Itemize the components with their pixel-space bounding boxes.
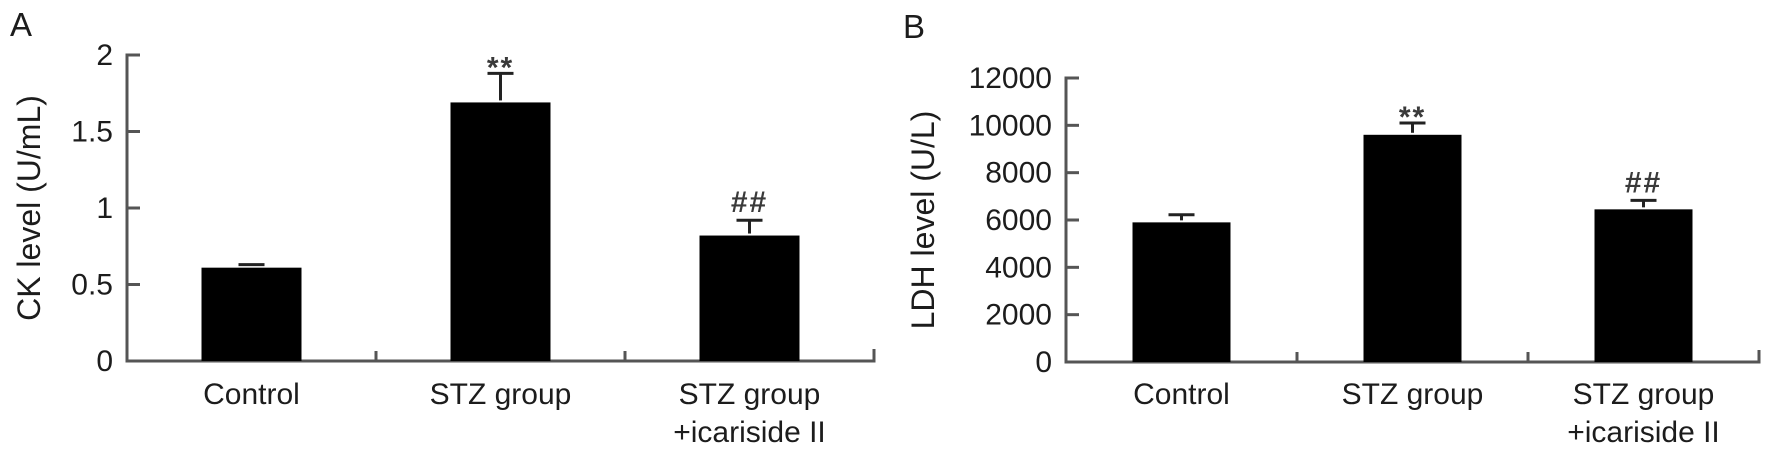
panel-b-significance-marker: ##	[1625, 166, 1662, 199]
panel-b-y-axis-title: LDH level (U/L)	[905, 111, 941, 330]
panel-b-x-category-label: +icariside II	[1567, 416, 1720, 449]
panel-b-y-tick-label: 2000	[985, 299, 1052, 332]
panel-b-bar-0	[1132, 222, 1231, 362]
panel-b-x-category-label: STZ group	[1573, 378, 1715, 411]
panel-b-y-tick-label: 0	[1035, 346, 1052, 379]
panel-a-x-category-label: Control	[203, 378, 300, 411]
panel-a-x-category-label: STZ group	[679, 378, 821, 411]
panel-a-bar-2	[699, 235, 800, 361]
panel-b-bar-2	[1594, 209, 1693, 362]
panel-a-significance-marker: **	[487, 51, 514, 84]
panel-a-x-category-label: +icariside II	[673, 416, 826, 449]
panel-a-bar-0	[201, 267, 302, 361]
panel-a-x-category-label: STZ group	[430, 378, 572, 411]
panel-a-y-tick-label: 0.5	[71, 269, 113, 302]
panel-a-y-tick-label: 1.5	[71, 116, 113, 149]
panel-a-significance-marker: ##	[731, 186, 768, 219]
panel-a-y-tick-label: 2	[96, 39, 113, 72]
panel-b-x-category-label: STZ group	[1342, 378, 1484, 411]
panel-b-y-tick-label: 10000	[969, 109, 1052, 142]
panel-b-panel-label: B	[903, 8, 925, 45]
panel-b-y-tick-label: 6000	[985, 204, 1052, 237]
panel-b-y-tick-label: 4000	[985, 251, 1052, 284]
panel-a-bar-1	[450, 102, 551, 362]
panel-b-significance-marker: **	[1399, 101, 1426, 134]
panel-b: 0 2000 4000 6000 8000 10000 12000 LDH level (U/…	[903, 8, 1761, 449]
panel-b-y-tick-label: 12000	[969, 62, 1052, 95]
panel-a-panel-label: A	[10, 6, 32, 43]
panel-a-y-tick-label: 0	[96, 345, 113, 378]
panel-a-y-tick-label: 1	[96, 192, 113, 225]
panel-b-bar-1	[1363, 134, 1462, 362]
panel-a-y-axis-title: CK level (U/mL)	[11, 95, 47, 321]
panel-a: 0 0.5 1 1.5 2 CK level (U/mL) Control ** STZ gro…	[10, 6, 876, 449]
panel-b-x-category-label: Control	[1133, 378, 1230, 411]
panel-b-y-tick-label: 8000	[985, 157, 1052, 190]
